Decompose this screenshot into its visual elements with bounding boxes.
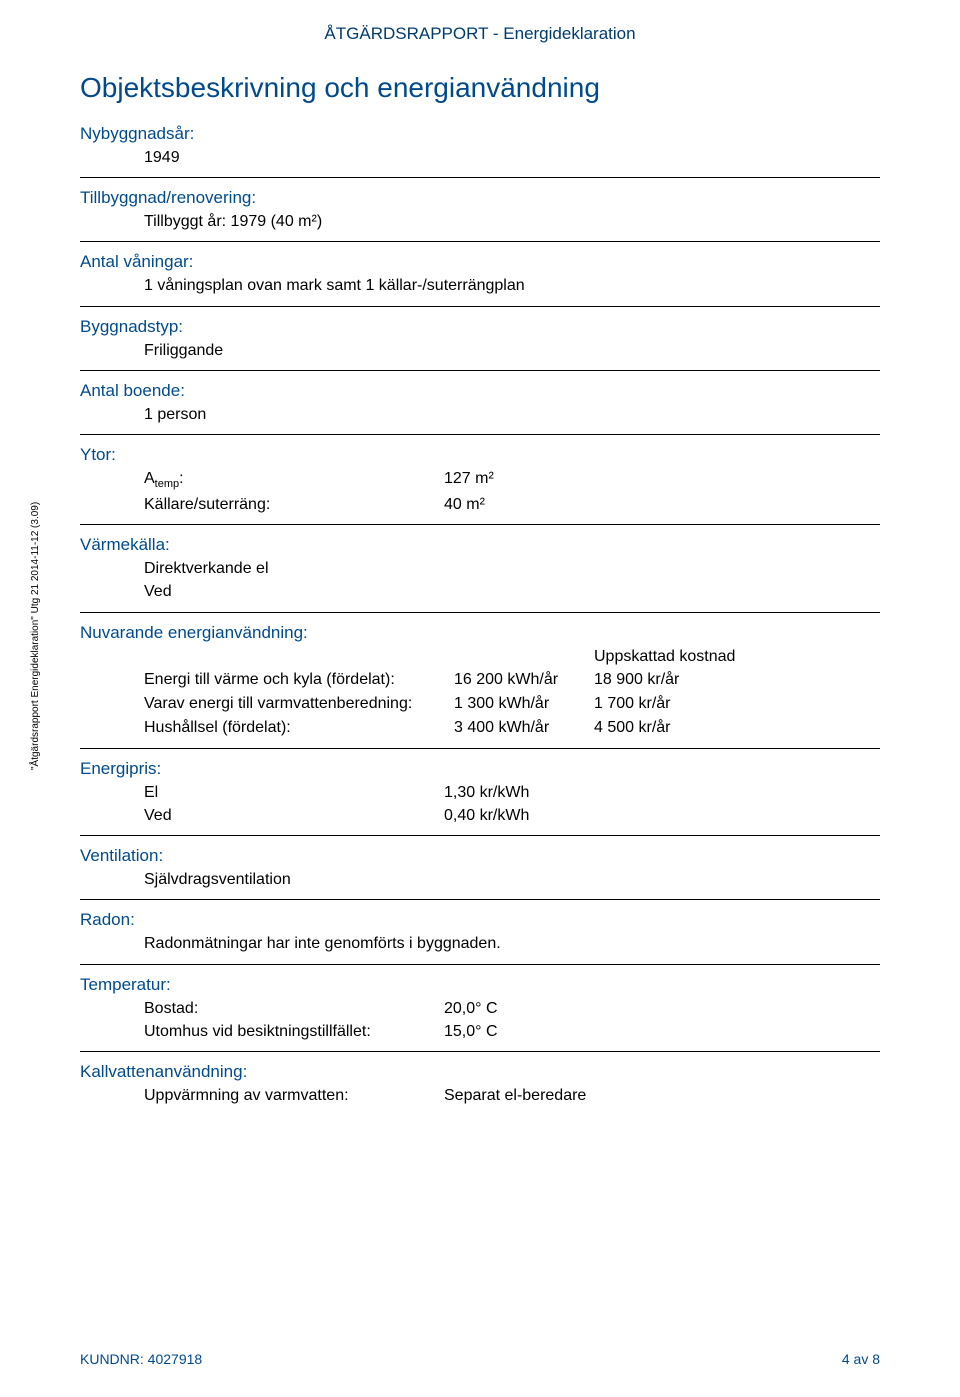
section-temperatur: Temperatur: Bostad: 20,0° C Utomhus vid … bbox=[80, 975, 880, 1052]
section-body: Bostad: 20,0° C Utomhus vid besiktningst… bbox=[80, 997, 880, 1047]
energy-label: Hushållsel (fördelat): bbox=[144, 716, 454, 740]
section-value: Friliggande bbox=[80, 339, 880, 366]
section-kallvatten: Kallvattenanvändning: Uppvärmning av var… bbox=[80, 1062, 880, 1111]
section-value: Tillbyggt år: 1979 (40 m²) bbox=[80, 210, 880, 237]
divider bbox=[80, 306, 880, 307]
kv-key: Bostad: bbox=[144, 997, 444, 1020]
kv-val: 127 m² bbox=[444, 467, 624, 493]
divider bbox=[80, 748, 880, 749]
section-label: Ytor: bbox=[80, 445, 880, 465]
divider bbox=[80, 612, 880, 613]
section-ventilation: Ventilation: Självdragsventilation bbox=[80, 846, 880, 900]
divider bbox=[80, 835, 880, 836]
kv-row: Utomhus vid besiktningstillfället: 15,0°… bbox=[144, 1020, 880, 1043]
divider bbox=[80, 964, 880, 965]
kv-row: Atemp: 127 m² bbox=[144, 467, 880, 493]
energy-amount: 3 400 kWh/år bbox=[454, 716, 594, 740]
kv-row: Ved 0,40 kr/kWh bbox=[144, 804, 880, 827]
section-tillbyggnad: Tillbyggnad/renovering: Tillbyggt år: 19… bbox=[80, 188, 880, 242]
section-label: Temperatur: bbox=[80, 975, 880, 995]
kv-key: Ved bbox=[144, 804, 444, 827]
energy-label: Energi till värme och kyla (fördelat): bbox=[144, 668, 454, 692]
section-body: Atemp: 127 m² Källare/suterräng: 40 m² bbox=[80, 467, 880, 520]
section-label: Ventilation: bbox=[80, 846, 880, 866]
divider bbox=[80, 524, 880, 525]
energy-amount: 1 300 kWh/år bbox=[454, 692, 594, 716]
section-value: 1949 bbox=[80, 146, 880, 173]
kv-val: 0,40 kr/kWh bbox=[444, 804, 624, 827]
energy-label: Varav energi till varmvattenberedning: bbox=[144, 692, 454, 716]
section-nuvarande-energi: Nuvarande energianvändning: Uppskattad k… bbox=[80, 623, 880, 749]
value-line: Direktverkande el bbox=[144, 557, 880, 580]
section-value: Självdragsventilation bbox=[80, 868, 880, 895]
section-label: Nuvarande energianvändning: bbox=[80, 623, 880, 643]
section-label: Värmekälla: bbox=[80, 535, 880, 555]
energy-row: Hushållsel (fördelat): 3 400 kWh/år 4 50… bbox=[144, 716, 880, 740]
kv-val: 40 m² bbox=[444, 493, 624, 516]
energy-row: Varav energi till varmvattenberedning: 1… bbox=[144, 692, 880, 716]
footer-kundnr: KUNDNR: 4027918 bbox=[80, 1351, 202, 1367]
energy-header-row: Uppskattad kostnad bbox=[144, 645, 880, 668]
kv-row: El 1,30 kr/kWh bbox=[144, 781, 880, 804]
page-footer: KUNDNR: 4027918 4 av 8 bbox=[80, 1351, 880, 1367]
section-radon: Radon: Radonmätningar har inte genomfört… bbox=[80, 910, 880, 964]
section-energipris: Energipris: El 1,30 kr/kWh Ved 0,40 kr/k… bbox=[80, 759, 880, 836]
section-label: Energipris: bbox=[80, 759, 880, 779]
kv-val: 1,30 kr/kWh bbox=[444, 781, 624, 804]
kv-val: Separat el-beredare bbox=[444, 1084, 624, 1107]
divider bbox=[80, 370, 880, 371]
energy-amount: 16 200 kWh/år bbox=[454, 668, 594, 692]
section-label: Kallvattenanvändning: bbox=[80, 1062, 880, 1082]
section-label: Nybyggnadsår: bbox=[80, 124, 880, 144]
energy-cost: 1 700 kr/år bbox=[594, 692, 744, 716]
footer-page-number: 4 av 8 bbox=[842, 1351, 880, 1367]
energy-cost: 4 500 kr/år bbox=[594, 716, 744, 740]
divider bbox=[80, 1051, 880, 1052]
key-prefix: A bbox=[144, 470, 155, 487]
section-body: Uppvärmning av varmvatten: Separat el-be… bbox=[80, 1084, 880, 1111]
section-value: 1 våningsplan ovan mark samt 1 källar-/s… bbox=[80, 274, 880, 301]
document-pre-title: ÅTGÄRDSRAPPORT - Energideklaration bbox=[80, 24, 880, 44]
section-body: El 1,30 kr/kWh Ved 0,40 kr/kWh bbox=[80, 781, 880, 831]
divider bbox=[80, 241, 880, 242]
section-label: Antal våningar: bbox=[80, 252, 880, 272]
energy-cost: 18 900 kr/år bbox=[594, 668, 744, 692]
energy-table: Uppskattad kostnad Energi till värme och… bbox=[80, 645, 880, 744]
section-antal-boende: Antal boende: 1 person bbox=[80, 381, 880, 435]
section-label: Antal boende: bbox=[80, 381, 880, 401]
section-body: Direktverkande el Ved bbox=[80, 557, 880, 607]
kv-val: 15,0° C bbox=[444, 1020, 624, 1043]
cost-header: Uppskattad kostnad bbox=[594, 645, 794, 668]
kv-key: Utomhus vid besiktningstillfället: bbox=[144, 1020, 444, 1043]
kv-key: El bbox=[144, 781, 444, 804]
section-label: Radon: bbox=[80, 910, 880, 930]
kv-key: Uppvärmning av varmvatten: bbox=[144, 1084, 444, 1107]
divider bbox=[80, 177, 880, 178]
kv-row: Källare/suterräng: 40 m² bbox=[144, 493, 880, 516]
key-suffix: : bbox=[179, 470, 183, 487]
page-title: Objektsbeskrivning och energianvändning bbox=[80, 72, 880, 104]
value-line: Ved bbox=[144, 580, 880, 603]
kv-val: 20,0° C bbox=[444, 997, 624, 1020]
document-page: "Åtgärdsrapport Energideklaration" Utg 2… bbox=[0, 0, 960, 1397]
section-nybyggnadsar: Nybyggnadsår: 1949 bbox=[80, 124, 880, 178]
section-label: Tillbyggnad/renovering: bbox=[80, 188, 880, 208]
section-ytor: Ytor: Atemp: 127 m² Källare/suterräng: 4… bbox=[80, 445, 880, 525]
kv-row: Bostad: 20,0° C bbox=[144, 997, 880, 1020]
section-varmekalla: Värmekälla: Direktverkande el Ved bbox=[80, 535, 880, 612]
kv-row: Uppvärmning av varmvatten: Separat el-be… bbox=[144, 1084, 880, 1107]
divider bbox=[80, 899, 880, 900]
kv-key: Källare/suterräng: bbox=[144, 493, 444, 516]
section-value: 1 person bbox=[80, 403, 880, 430]
divider bbox=[80, 434, 880, 435]
energy-row: Energi till värme och kyla (fördelat): 1… bbox=[144, 668, 880, 692]
kv-key: Atemp: bbox=[144, 467, 444, 493]
key-sub: temp bbox=[155, 478, 179, 490]
side-document-version: "Åtgärdsrapport Energideklaration" Utg 2… bbox=[30, 502, 41, 770]
section-value: Radonmätningar har inte genomförts i byg… bbox=[80, 932, 880, 959]
section-antal-vaningar: Antal våningar: 1 våningsplan ovan mark … bbox=[80, 252, 880, 306]
section-byggnadstyp: Byggnadstyp: Friliggande bbox=[80, 317, 880, 371]
section-label: Byggnadstyp: bbox=[80, 317, 880, 337]
